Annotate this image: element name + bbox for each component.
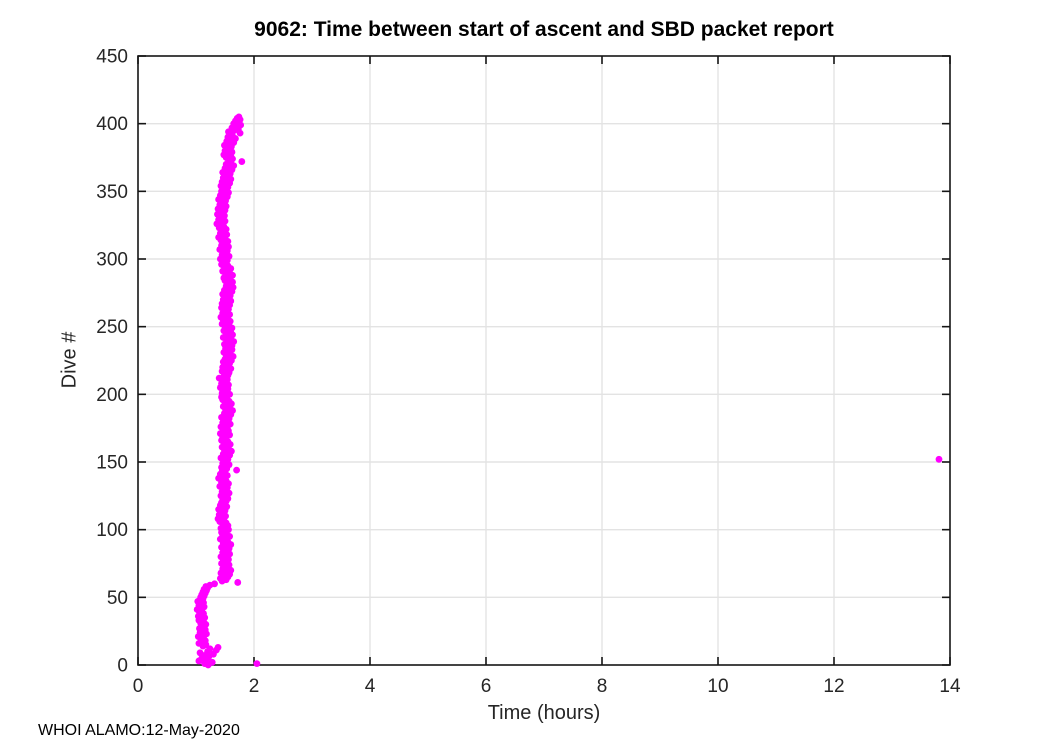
y-tick-label: 450	[96, 47, 128, 68]
outlier-point	[233, 466, 241, 474]
data-point	[211, 580, 218, 588]
y-tick-label: 300	[96, 250, 128, 271]
y-tick-label: 100	[96, 520, 128, 541]
data-point	[214, 644, 222, 651]
data-point	[238, 158, 246, 165]
y-tick-label: 350	[96, 182, 128, 203]
y-tick-label: 250	[96, 317, 128, 338]
data-point	[196, 649, 204, 657]
outlier-point	[253, 660, 261, 668]
y-tick-label: 150	[96, 453, 128, 474]
outlier-point	[935, 455, 943, 463]
y-tick-label: 400	[96, 114, 128, 135]
x-tick-label: 10	[707, 676, 728, 697]
x-tick-label: 0	[133, 676, 144, 697]
x-tick-label: 4	[365, 676, 376, 697]
watermark-text: WHOI ALAMO:12-May-2020	[38, 722, 240, 739]
x-axis-label: Time (hours)	[487, 702, 601, 724]
data-point	[235, 113, 243, 121]
x-tick-label: 8	[597, 676, 608, 697]
chart-title: 9062: Time between start of ascent and S…	[254, 18, 834, 41]
data-point	[234, 579, 242, 586]
x-tick-label: 2	[249, 676, 260, 697]
y-tick-label: 0	[117, 656, 128, 677]
y-tick-label: 200	[96, 385, 128, 406]
y-tick-label: 50	[107, 588, 128, 609]
x-tick-label: 6	[481, 676, 492, 697]
data-point	[208, 658, 216, 666]
axes-box	[137, 55, 951, 666]
x-tick-label: 14	[939, 676, 961, 697]
x-tick-label: 12	[823, 676, 844, 697]
